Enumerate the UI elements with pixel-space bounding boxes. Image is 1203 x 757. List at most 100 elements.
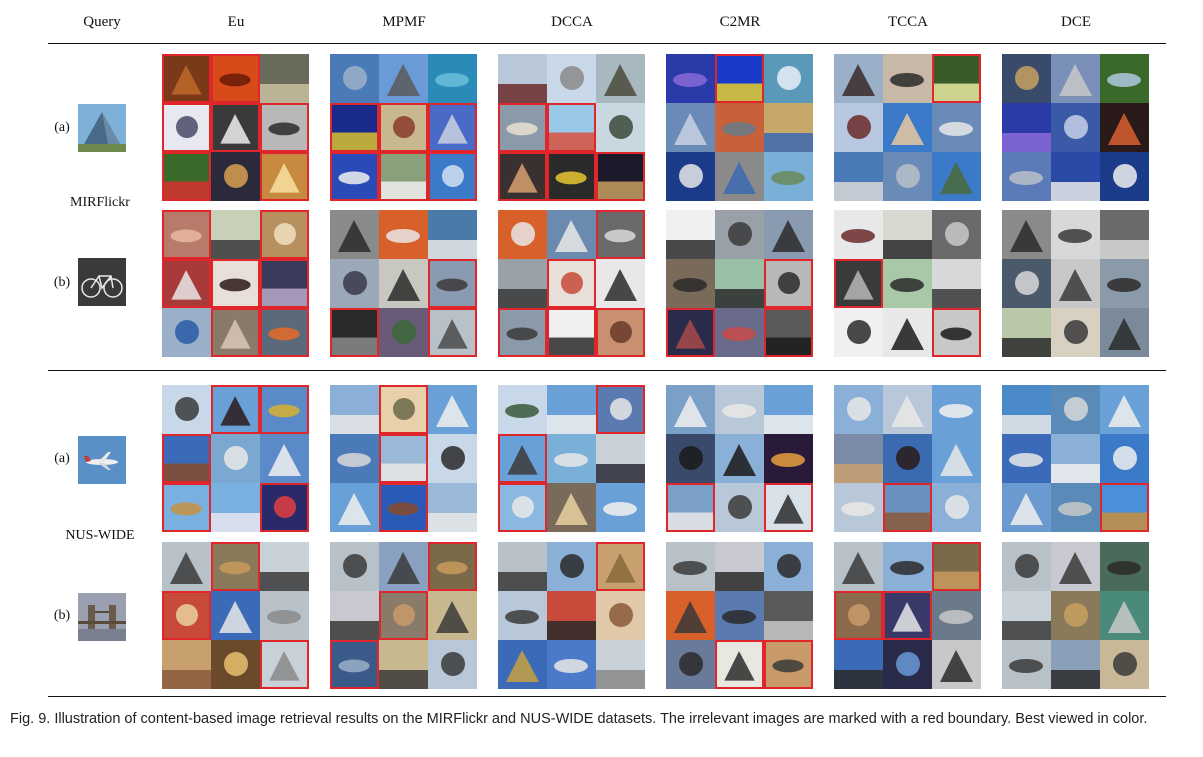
result-image — [1100, 54, 1149, 103]
result-image — [883, 385, 932, 434]
irrelevant-result-image — [547, 103, 596, 152]
result-image — [498, 542, 547, 591]
photo-thumbnail-icon — [498, 54, 547, 103]
photo-thumbnail-icon — [834, 210, 883, 259]
result-image — [834, 483, 883, 532]
result-grid-nuswide-b-dcca — [498, 542, 645, 689]
irrelevant-result-image — [162, 483, 211, 532]
column-header-c2mr: C2MR — [719, 14, 761, 30]
result-image — [330, 483, 379, 532]
photo-thumbnail-icon — [1002, 385, 1051, 434]
result-image — [1100, 434, 1149, 483]
photo-thumbnail-icon — [547, 591, 596, 640]
photo-thumbnail-icon — [596, 483, 645, 532]
query-image-bridge — [78, 593, 126, 641]
photo-thumbnail-icon — [211, 434, 260, 483]
photo-thumbnail-icon — [666, 103, 715, 152]
irrelevant-result-image — [834, 591, 883, 640]
photo-thumbnail-icon — [330, 542, 379, 591]
photo-thumbnail-icon — [715, 210, 764, 259]
photo-thumbnail-icon — [1051, 385, 1100, 434]
photo-thumbnail-icon — [428, 483, 477, 532]
irrelevant-result-image — [764, 308, 813, 357]
result-image — [1051, 434, 1100, 483]
photo-thumbnail-icon — [932, 483, 981, 532]
photo-thumbnail-icon — [932, 259, 981, 308]
photo-thumbnail-icon — [1100, 54, 1149, 103]
irrelevant-result-image — [498, 483, 547, 532]
photo-thumbnail-icon — [498, 591, 547, 640]
photo-thumbnail-icon — [715, 542, 764, 591]
photo-thumbnail-icon — [262, 154, 307, 199]
result-image — [596, 640, 645, 689]
irrelevant-result-image — [162, 152, 211, 201]
photo-thumbnail-icon — [766, 642, 811, 687]
result-image — [547, 210, 596, 259]
result-grid-nuswide-a-mpmf — [330, 385, 477, 532]
query-image-pyramid — [78, 104, 126, 152]
result-image — [1051, 385, 1100, 434]
result-image — [883, 54, 932, 103]
photo-thumbnail-icon — [498, 640, 547, 689]
photo-thumbnail-icon — [1051, 210, 1100, 259]
photo-thumbnail-icon — [164, 105, 209, 150]
photo-thumbnail-icon — [500, 310, 545, 355]
result-image — [715, 591, 764, 640]
photo-thumbnail-icon — [764, 591, 813, 640]
photo-thumbnail-icon — [598, 387, 643, 432]
result-image — [379, 210, 428, 259]
result-image — [666, 152, 715, 201]
photo-thumbnail-icon — [498, 210, 547, 259]
photo-thumbnail-icon — [430, 261, 475, 306]
result-grid-nuswide-b-dce — [1002, 542, 1149, 689]
result-image — [1002, 640, 1051, 689]
irrelevant-result-image — [211, 103, 260, 152]
photo-thumbnail-icon — [1002, 210, 1051, 259]
result-image — [211, 210, 260, 259]
result-image — [1051, 103, 1100, 152]
photo-thumbnail-icon — [1002, 542, 1051, 591]
photo-thumbnail-icon — [549, 261, 594, 306]
photo-thumbnail-icon — [164, 436, 209, 481]
photo-thumbnail-icon — [260, 434, 309, 483]
photo-thumbnail-icon — [211, 483, 260, 532]
irrelevant-result-image — [162, 103, 211, 152]
photo-thumbnail-icon — [932, 103, 981, 152]
irrelevant-result-image — [498, 152, 547, 201]
irrelevant-result-image — [596, 385, 645, 434]
result-image — [932, 483, 981, 532]
result-image — [428, 385, 477, 434]
photo-thumbnail-icon — [934, 310, 979, 355]
photo-thumbnail-icon — [547, 640, 596, 689]
result-image — [162, 640, 211, 689]
column-header-dcca: DCCA — [551, 14, 593, 30]
irrelevant-result-image — [428, 542, 477, 591]
airplane-photo-icon — [78, 436, 126, 484]
result-image — [1051, 54, 1100, 103]
result-image — [1051, 210, 1100, 259]
photo-thumbnail-icon — [549, 105, 594, 150]
photo-thumbnail-icon — [934, 56, 979, 101]
photo-thumbnail-icon — [381, 485, 426, 530]
photo-thumbnail-icon — [1051, 591, 1100, 640]
result-image — [428, 640, 477, 689]
result-image — [666, 640, 715, 689]
photo-thumbnail-icon — [164, 593, 209, 638]
photo-thumbnail-icon — [162, 542, 211, 591]
result-image — [547, 434, 596, 483]
photo-thumbnail-icon — [430, 544, 475, 589]
photo-thumbnail-icon — [428, 640, 477, 689]
result-image — [883, 640, 932, 689]
photo-thumbnail-icon — [162, 308, 211, 357]
result-image — [211, 640, 260, 689]
result-grid-mirflickr-b-eu — [162, 210, 309, 357]
photo-thumbnail-icon — [1051, 54, 1100, 103]
photo-thumbnail-icon — [666, 640, 715, 689]
result-image — [211, 434, 260, 483]
result-image — [379, 542, 428, 591]
result-grid-nuswide-a-tcca — [834, 385, 981, 532]
photo-thumbnail-icon — [1100, 385, 1149, 434]
irrelevant-result-image — [932, 54, 981, 103]
photo-thumbnail-icon — [1102, 485, 1147, 530]
photo-thumbnail-icon — [666, 385, 715, 434]
